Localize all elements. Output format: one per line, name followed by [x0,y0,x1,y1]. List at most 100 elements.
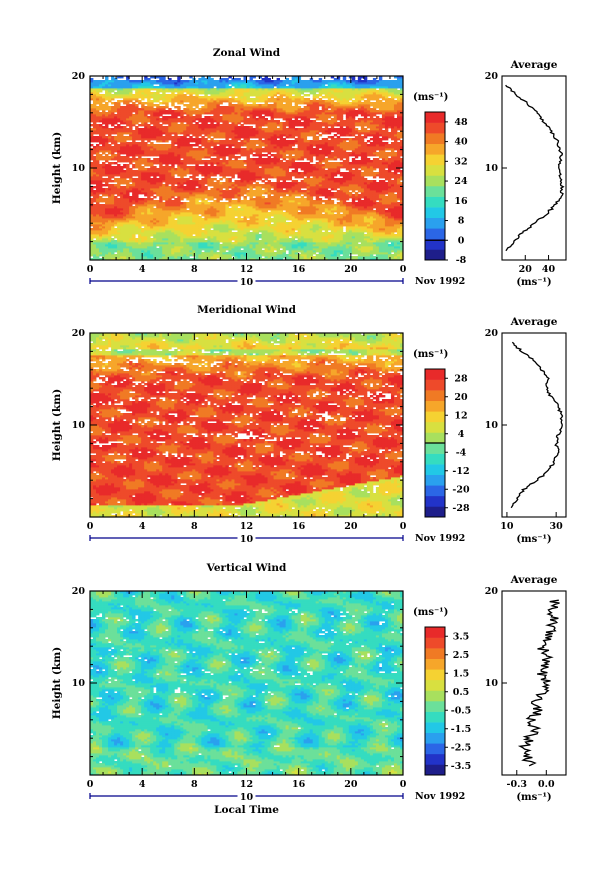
heatmap-cell [102,178,105,180]
heatmap-cell [135,158,138,160]
heatmap-cell [123,170,126,172]
heatmap-cell [126,180,129,182]
heatmap-cell [120,100,123,102]
heatmap-cell [111,102,114,104]
heatmap-cell [111,180,114,182]
heatmap-cell [123,136,126,138]
heatmap-cell [102,162,105,164]
heatmap-cell [99,196,102,198]
heatmap-cell [138,100,141,102]
heatmap-cell [99,146,102,148]
heatmap-cell [129,142,132,144]
heatmap-cell [132,178,135,180]
heatmap-cell [114,240,117,242]
heatmap-cell [132,102,135,104]
heatmap-cell [108,128,111,130]
heatmap-cell [96,144,99,146]
heatmap-cell [99,124,102,126]
heatmap-cell [129,80,132,82]
heatmap-cell [141,166,144,168]
heatmap-cell [111,238,114,240]
heatmap-cell [141,198,144,200]
heatmap-cell [114,136,117,138]
heatmap-cell [129,196,132,198]
heatmap-cell [105,178,108,180]
heatmap-cell [111,162,114,164]
heatmap-cell [132,206,135,208]
heatmap-cell [129,168,132,170]
heatmap-cell [138,128,141,130]
heatmap-cell [105,188,108,190]
heatmap-cell [108,162,111,164]
heatmap-cell [114,114,117,116]
heatmap-cell [135,238,138,240]
heatmap-cell [93,156,96,158]
heatmap-cell [93,190,96,192]
heatmap-cell [111,136,114,138]
heatmap-cell [99,94,102,96]
heatmap-cell [126,128,129,130]
heatmap-cell [123,126,126,128]
heatmap-cell [117,144,120,146]
heatmap-cell [132,114,135,116]
heatmap-cell [117,124,120,126]
heatmap-cell [126,136,129,138]
heatmap-cell [120,186,123,188]
heatmap-cell [120,80,123,82]
heatmap-cell [135,170,138,172]
heatmap-cell [126,164,129,166]
heatmap-cell [114,166,117,168]
heatmap-cell [132,170,135,172]
heatmap-cell [123,80,126,82]
heatmap-cell [105,198,108,200]
heatmap-cell [96,124,99,126]
heatmap-cell [111,94,114,96]
heatmap-cell [135,142,138,144]
heatmap-cell [138,198,141,200]
heatmap-cell [138,80,141,82]
heatmap-cell [102,184,105,186]
heatmap-cell [141,102,144,104]
heatmap-cell [102,198,105,200]
heatmap-cell [102,80,105,82]
heatmap-cell [138,142,141,144]
heatmap-cell [114,162,117,164]
heatmap-cell [93,136,96,138]
heatmap-cell [105,112,108,114]
heatmap-cell [108,144,111,146]
heatmap-cell [132,80,135,82]
heatmap-cell [93,204,96,206]
heatmap-cell [120,166,123,168]
heatmap-cell [117,178,120,180]
heatmap-cell [132,130,135,132]
heatmap-cell [96,136,99,138]
heatmap-cell [129,104,132,106]
heatmap-cell [138,108,141,110]
heatmap-cell [99,112,102,114]
heatmap-cell [120,156,123,158]
heatmap-cell [93,80,96,82]
heatmap-cell [102,104,105,106]
heatmap-cell [96,80,99,82]
heatmap-cell [105,164,108,166]
heatmap-cell [93,186,96,188]
heatmap-cell [108,80,111,82]
heatmap-cell [135,104,138,106]
heatmap-cell [129,158,132,160]
heatmap-cell [141,158,144,160]
heatmap-cell [135,178,138,180]
heatmap-cell [132,164,135,166]
heatmap-cell [93,146,96,148]
heatmap-cell [114,228,117,230]
heatmap-cell [138,124,141,126]
heatmap-cell [114,184,117,186]
heatmap-cell [120,126,123,128]
heatmap-cell [105,136,108,138]
heatmap-cell [99,154,102,156]
heatmap-cell [123,164,126,166]
heatmap-cell [135,126,138,128]
heatmap-cell [102,188,105,190]
heatmap-cell [99,204,102,206]
heatmap-cell [114,254,117,256]
heatmap-cell [102,94,105,96]
